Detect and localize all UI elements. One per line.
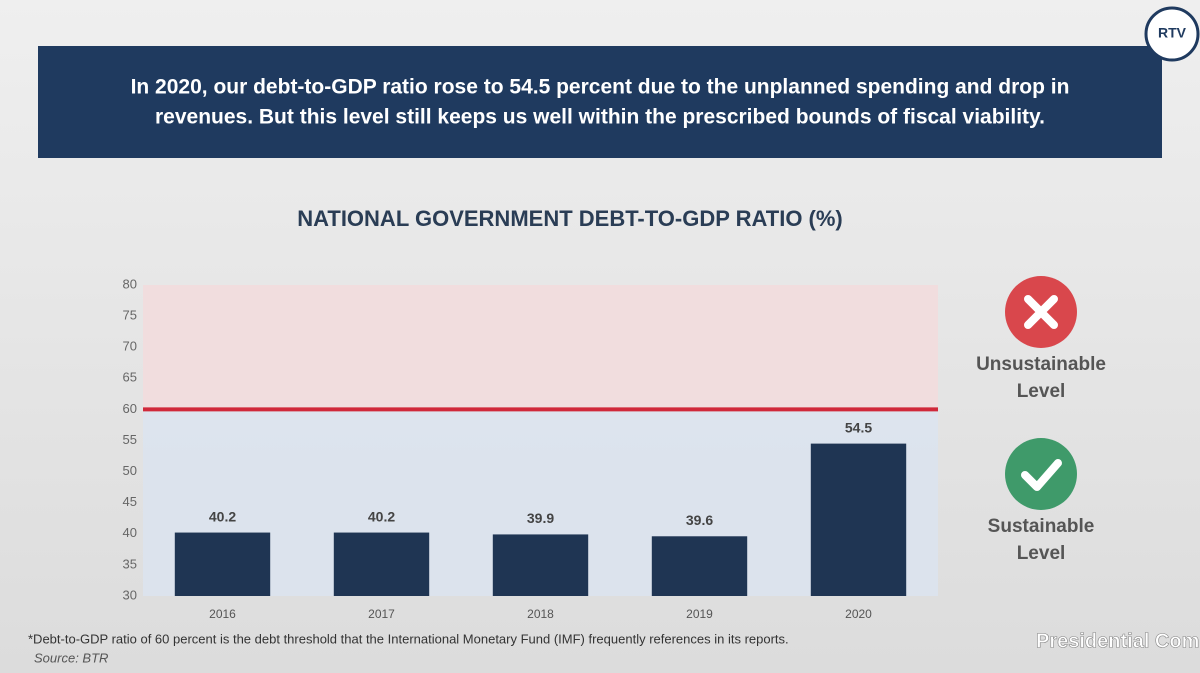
y-tick-label: 70 (123, 339, 137, 354)
logo-badge (1144, 6, 1200, 62)
y-tick-label: 55 (123, 432, 137, 447)
banner-line: In 2020, our debt-to-GDP ratio rose to 5… (131, 76, 1070, 99)
chart-title: NATIONAL GOVERNMENT DEBT-TO-GDP RATIO (%… (297, 206, 843, 231)
value-label: 54.5 (845, 419, 872, 435)
legend-label: Level (1017, 543, 1066, 564)
legend-label: Sustainable (988, 516, 1095, 537)
y-tick-label: 75 (123, 308, 137, 323)
x-tick-label: 2017 (368, 607, 395, 621)
unsustainable-zone (143, 285, 938, 410)
y-tick-label: 65 (123, 370, 137, 385)
source: Source: BTR (34, 650, 108, 665)
bar (810, 443, 907, 596)
x-tick-label: 2019 (686, 607, 713, 621)
legend-label: Level (1017, 381, 1066, 402)
y-tick-label: 45 (123, 494, 137, 509)
sustainable-icon (1005, 438, 1077, 510)
y-tick-label: 35 (123, 556, 137, 571)
bar (492, 534, 589, 596)
value-label: 40.2 (209, 508, 236, 524)
value-label: 39.9 (527, 510, 554, 526)
bar (651, 536, 748, 596)
x-tick-label: 2018 (527, 607, 554, 621)
x-tick-label: 2016 (209, 607, 236, 621)
footer-brand: Presidential Communications (1036, 630, 1200, 652)
legend-label: Unsustainable (976, 354, 1106, 375)
value-label: 40.2 (368, 508, 395, 524)
y-tick-label: 40 (123, 525, 137, 540)
bar (333, 532, 430, 596)
banner-line: revenues. But this level still keeps us … (155, 106, 1045, 129)
banner (38, 46, 1162, 158)
value-label: 39.6 (686, 512, 713, 528)
footnote: *Debt-to-GDP ratio of 60 percent is the … (28, 631, 789, 646)
chart: 30 35 40 45 50 55 60 65 70 75 80 2016 40.2 2017 40.2 20… (123, 276, 938, 621)
check (1021, 459, 1062, 491)
y-tick-label: 80 (123, 276, 137, 291)
bar (174, 532, 271, 596)
cross (1024, 295, 1058, 329)
logo: RTV (1158, 25, 1187, 41)
y-tick-label: 50 (123, 463, 137, 478)
x-tick-label: 2020 (845, 607, 872, 621)
y-tick-label: 60 (123, 401, 137, 416)
y-tick-label: 30 (123, 587, 137, 602)
